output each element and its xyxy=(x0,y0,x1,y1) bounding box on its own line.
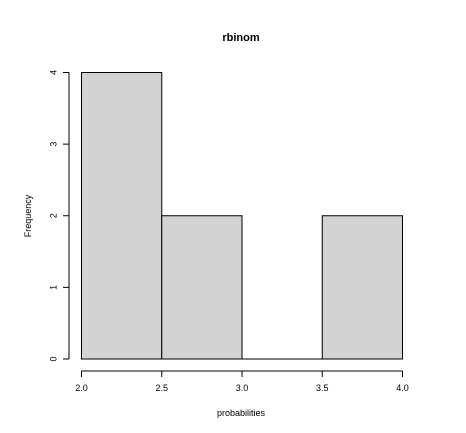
x-tick-label: 4.0 xyxy=(396,383,409,393)
x-tick-label: 2.5 xyxy=(155,383,168,393)
x-axis: 2.0 2.5 3.0 3.5 4.0 xyxy=(75,370,409,393)
y-tick-label: 2 xyxy=(48,213,58,218)
y-tick-label: 4 xyxy=(48,70,58,75)
histogram-bar xyxy=(81,72,163,360)
y-axis-label: Frequency xyxy=(23,194,33,237)
y-tick-label: 0 xyxy=(48,356,58,361)
x-tick-label: 2.0 xyxy=(75,383,88,393)
x-tick-label: 3.0 xyxy=(236,383,249,393)
y-axis: 0 1 2 3 4 xyxy=(48,70,70,362)
x-axis-label: probabilities xyxy=(217,408,266,418)
x-tick-label: 3.5 xyxy=(316,383,329,393)
chart-title: rbinom xyxy=(222,32,259,44)
histogram-bar xyxy=(161,215,243,360)
histogram-bar xyxy=(321,215,403,360)
bars-group xyxy=(81,72,403,360)
y-tick-label: 3 xyxy=(48,142,58,147)
y-tick-label: 1 xyxy=(48,285,58,290)
